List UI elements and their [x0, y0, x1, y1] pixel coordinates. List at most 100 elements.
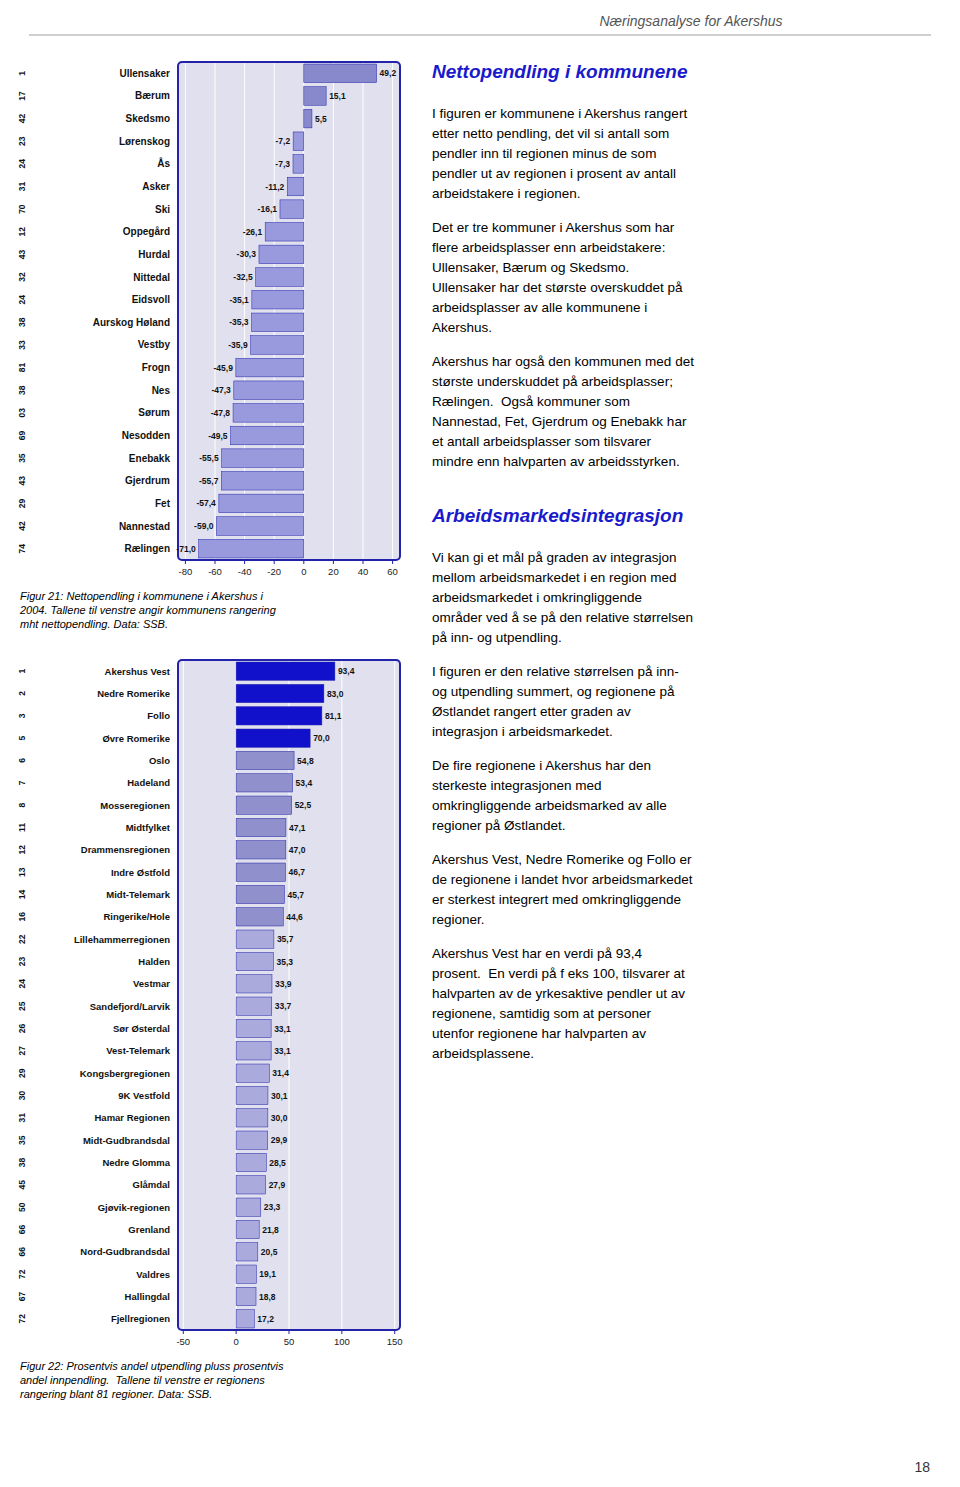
category-label: Lillehammerregionen	[74, 934, 170, 945]
rank-label: 5	[17, 736, 27, 741]
page-number: 18	[914, 1459, 930, 1475]
data-label: 47,1	[289, 823, 306, 833]
rank-label: 7	[17, 780, 27, 785]
bar	[231, 426, 304, 445]
bar	[236, 1153, 266, 1171]
category-label: Fjellregionen	[111, 1313, 170, 1324]
tick-label: 20	[328, 566, 339, 577]
bar	[236, 751, 294, 769]
data-label: 44,6	[286, 912, 303, 922]
category-label: Rælingen	[124, 543, 170, 554]
chart: -80-60-40-200204060Ullensaker149,2Bærum1…	[17, 62, 400, 630]
bar	[256, 268, 304, 287]
data-label: 18,8	[259, 1292, 276, 1302]
category-label: Oppegård	[123, 226, 170, 237]
rank-label: 17	[17, 91, 27, 101]
plot-background	[178, 660, 400, 1330]
tick-label: 60	[387, 566, 398, 577]
tick-label: 100	[334, 1336, 350, 1347]
data-label: 54,8	[297, 756, 314, 766]
page-title: Næringsanalyse for Akershus	[599, 13, 782, 29]
rank-label: 67	[17, 1292, 27, 1302]
data-label: -47,3	[211, 385, 231, 395]
paragraph: Vi kan gi et mål på graden av integrasjo…	[432, 550, 693, 645]
category-label: Asker	[142, 181, 170, 192]
category-label: Ås	[157, 157, 170, 169]
category-label: Midt-Telemark	[106, 889, 170, 900]
rank-label: 38	[17, 385, 27, 395]
rank-label: 25	[17, 1001, 27, 1011]
bar	[252, 290, 304, 309]
rank-label: 42	[17, 521, 27, 531]
rank-label: 32	[17, 272, 27, 282]
category-label: Nittedal	[133, 272, 170, 283]
bar	[236, 1310, 254, 1328]
bar	[304, 64, 377, 83]
data-label: 33,1	[274, 1046, 291, 1056]
rank-label: 24	[17, 979, 27, 989]
category-label: Indre Østfold	[111, 867, 170, 878]
plot-frame	[178, 62, 400, 560]
tick-label: -20	[267, 566, 281, 577]
category-label: Valdres	[136, 1269, 170, 1280]
rank-label: 1	[17, 669, 27, 674]
rank-label: 72	[17, 1314, 27, 1324]
rank-label: 27	[17, 1046, 27, 1056]
category-label: Gjøvik-regionen	[98, 1202, 171, 1213]
rank-label: 74	[17, 544, 27, 554]
bar	[216, 517, 303, 536]
rank-label: 14	[17, 890, 27, 900]
bar	[236, 1064, 269, 1082]
grid-line	[341, 660, 342, 1330]
rank-label: 66	[17, 1225, 27, 1235]
category-label: Drammensregionen	[81, 844, 170, 855]
bar	[280, 200, 304, 219]
bar	[287, 177, 304, 196]
data-label: 33,9	[275, 979, 292, 989]
bar	[236, 1198, 261, 1216]
bar	[236, 1131, 268, 1149]
tick-label: -50	[176, 1336, 190, 1347]
category-label: Akershus Vest	[105, 666, 171, 677]
bar	[304, 87, 326, 106]
rank-label: 12	[17, 845, 27, 855]
category-label: Aurskog Høland	[93, 317, 170, 328]
bar	[236, 358, 304, 377]
rank-label: 03	[17, 408, 27, 418]
rank-label: 31	[17, 1113, 27, 1123]
category-label: Follo	[147, 710, 170, 721]
bar	[293, 155, 304, 174]
paragraph: Akershus Vest har en verdi på 93,4prosen…	[432, 946, 685, 1061]
rank-label: 42	[17, 114, 27, 124]
category-label: Oslo	[149, 755, 170, 766]
grid-line	[392, 62, 393, 560]
category-label: Hamar Regionen	[95, 1112, 171, 1123]
data-label: 27,9	[269, 1180, 286, 1190]
bar	[236, 885, 284, 903]
tick-label: -40	[238, 566, 252, 577]
bar	[236, 1220, 259, 1238]
category-label: Bærum	[135, 90, 170, 101]
data-label: -7,2	[275, 136, 290, 146]
rank-label: 31	[17, 182, 27, 192]
tick-label: 50	[284, 1336, 295, 1347]
data-label: -45,9	[213, 363, 233, 373]
data-label: 17,2	[257, 1314, 274, 1324]
bar	[236, 841, 286, 859]
rank-label: 16	[17, 912, 27, 922]
bar	[236, 1265, 256, 1283]
grid-line	[185, 62, 186, 560]
bar	[251, 336, 304, 355]
data-label: 53,4	[296, 778, 313, 788]
category-label: Ullensaker	[119, 68, 170, 79]
tick-label: 0	[233, 1336, 238, 1347]
rank-label: 11	[17, 823, 27, 832]
data-label: 70,0	[313, 733, 330, 743]
bar	[236, 1086, 268, 1104]
rank-label: 30	[17, 1091, 27, 1101]
data-label: -71,0	[176, 544, 196, 554]
rank-label: 23	[17, 136, 27, 146]
bar	[221, 471, 303, 490]
data-label: -7,3	[275, 159, 290, 169]
rank-label: 35	[17, 1135, 27, 1145]
